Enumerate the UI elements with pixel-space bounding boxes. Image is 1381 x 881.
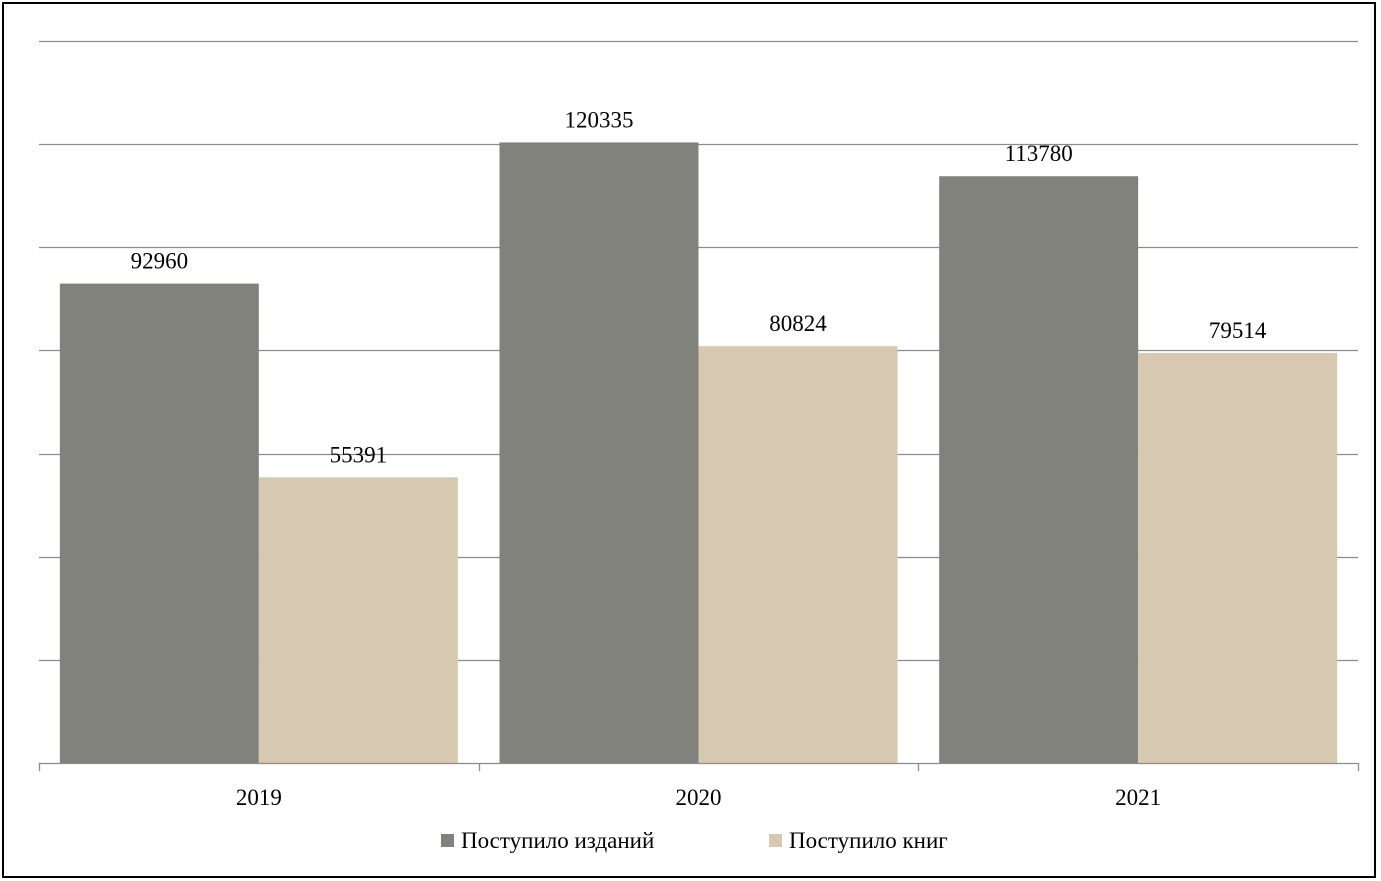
bars: [59, 142, 1338, 764]
data-label-2020-series-1: 120335: [565, 107, 634, 132]
bar-2020-series-1: [499, 142, 699, 763]
bar-2019-series-1: [59, 283, 259, 763]
legend-swatch: [769, 834, 782, 847]
x-axis: 2019 2020 2021: [38, 762, 1360, 810]
data-label-2019-series-1: 92960: [131, 249, 189, 274]
data-label-2020-series-2: 80824: [769, 311, 827, 336]
bar-2020-series-2: [698, 346, 898, 763]
legend-label: Поступило изданий: [461, 828, 654, 853]
x-tick-label-2021: 2021: [1115, 785, 1161, 810]
legend-item-series-1: Поступило изданий: [441, 828, 654, 853]
legend-item-series-2: Поступило книг: [769, 828, 948, 853]
bar-2019-series-2: [258, 477, 458, 763]
x-tick-label-2019: 2019: [236, 785, 282, 810]
data-label-2021-series-1: 113780: [1005, 141, 1073, 166]
legend-swatch: [441, 834, 454, 847]
legend: Поступило изданий Поступило книг: [441, 828, 948, 853]
data-label-2021-series-2: 79514: [1209, 318, 1267, 343]
x-tick-label-2020: 2020: [676, 785, 722, 810]
bar-2021-series-2: [1138, 352, 1338, 763]
legend-label: Поступило книг: [789, 828, 948, 853]
data-labels: 92960 55391 120335 80824 113780 79514: [131, 107, 1267, 467]
bar-2021-series-1: [939, 176, 1139, 764]
data-label-2019-series-2: 55391: [330, 442, 388, 467]
